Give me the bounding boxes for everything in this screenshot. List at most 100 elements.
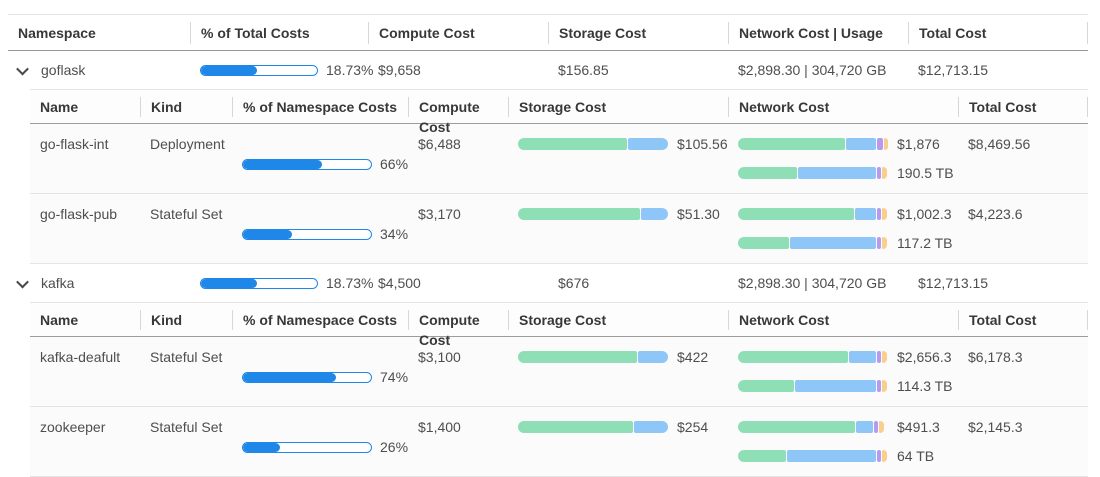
workload-kind: Stateful Set <box>150 206 223 222</box>
col-storage-cost: Storage Cost <box>548 21 728 44</box>
col-compute-cost: Compute Cost <box>408 309 508 348</box>
pct-total-bar <box>200 277 318 289</box>
col-name: Name <box>40 98 79 115</box>
storage-cost-value: $254 <box>677 419 709 435</box>
network-cost-bar <box>738 208 888 220</box>
workload-name: go-flask-int <box>40 136 109 152</box>
col-total-cost: Total Cost <box>908 21 1088 44</box>
pct-namespace-bar <box>242 441 372 453</box>
col-pct-namespace-costs: % of Namespace Costs <box>232 309 408 330</box>
storage-cost-value: $156.85 <box>558 62 609 78</box>
col-name: Name <box>40 311 79 328</box>
pct-namespace-cell: 74% <box>232 348 408 406</box>
workload-table-header: Name Kind % of Namespace Costs Compute C… <box>30 302 1088 348</box>
workload-row-go-flask-int: go-flask-int Deployment 66% $6,488 $105.… <box>30 124 1088 194</box>
network-cost-cell: $1,876 190.5 TB <box>728 135 958 193</box>
storage-cost-value: $105.56 <box>677 136 728 152</box>
network-cost-cell: $491.3 64 TB <box>728 418 958 476</box>
pct-namespace-cell: 34% <box>232 205 408 263</box>
storage-cost-cell: $422 <box>508 348 728 406</box>
namespace-name-cell: kafka <box>8 275 190 291</box>
workload-name: zookeeper <box>40 419 106 435</box>
namespace-row-kafka[interactable]: kafka 18.73% $4,500 $676 $2,898.30 | 304… <box>8 264 1088 302</box>
col-total-cost: Total Cost <box>958 309 1088 330</box>
storage-cost-bar <box>518 208 668 220</box>
namespace-name-cell: goflask <box>8 62 190 78</box>
compute-cost-value: $3,170 <box>418 206 461 222</box>
network-cost-bar <box>738 421 888 433</box>
namespace-name: goflask <box>41 62 86 78</box>
col-network-cost: Network Cost <box>728 309 958 330</box>
col-network-cost: Network Cost <box>728 96 958 117</box>
pct-namespace-bar <box>242 228 372 240</box>
storage-cost-bar <box>518 351 668 363</box>
workload-row-kafka-deafult: kafka-deafult Stateful Set 74% $3,100 $4… <box>30 337 1088 407</box>
pct-namespace-bar <box>242 158 372 170</box>
network-cost-usage-value: $2,898.30 | 304,720 GB <box>738 62 887 78</box>
storage-cost-value: $51.30 <box>677 206 720 222</box>
pct-total-cell: 18.73% <box>190 62 373 78</box>
workload-kind: Stateful Set <box>150 419 223 435</box>
workload-kind: Deployment <box>150 136 225 152</box>
cost-allocation-table: Namespace % of Total Costs Compute Cost … <box>8 14 1088 477</box>
col-compute-cost: Compute Cost <box>368 21 548 44</box>
storage-cost-bar <box>518 138 668 150</box>
pct-namespace-value: 26% <box>380 439 409 455</box>
col-pct-total-costs: % of Total Costs <box>190 21 368 44</box>
network-cost-bar <box>738 351 888 363</box>
pct-namespace-value: 74% <box>380 369 409 385</box>
chevron-down-icon[interactable] <box>16 275 29 288</box>
total-cost-value: $2,145.3 <box>968 419 1023 435</box>
col-pct-namespace-costs: % of Namespace Costs <box>232 96 408 117</box>
storage-cost-cell: $51.30 <box>508 205 728 263</box>
network-usage-value: 114.3 TB <box>897 378 953 394</box>
workload-name: kafka-deafult <box>40 349 121 365</box>
storage-cost-value: $422 <box>677 349 709 365</box>
pct-total-value: 18.73% <box>326 62 374 78</box>
col-storage-cost: Storage Cost <box>508 309 728 330</box>
col-compute-cost: Compute Cost <box>408 96 508 135</box>
network-usage-value: 64 TB <box>897 448 935 464</box>
network-cost-bar <box>738 138 888 150</box>
col-namespace: Namespace <box>18 24 96 41</box>
compute-cost-value: $3,100 <box>418 349 461 365</box>
pct-total-value: 18.73% <box>326 275 374 291</box>
col-storage-cost: Storage Cost <box>508 96 728 117</box>
pct-namespace-value: 34% <box>380 226 409 242</box>
col-network-cost-usage: Network Cost | Usage <box>728 21 908 44</box>
network-usage-bar <box>738 380 888 392</box>
col-kind: Kind <box>140 309 232 330</box>
compute-cost-value: $4,500 <box>378 275 421 291</box>
network-cost-value: $491.3 <box>897 419 940 435</box>
workload-table-header: Name Kind % of Namespace Costs Compute C… <box>30 89 1088 135</box>
pct-namespace-bar <box>242 371 372 383</box>
storage-cost-cell: $105.56 <box>508 135 728 193</box>
pct-namespace-cell: 66% <box>232 135 408 193</box>
compute-cost-value: $1,400 <box>418 419 461 435</box>
pct-namespace-cell: 26% <box>232 418 408 476</box>
total-cost-value: $6,178.3 <box>968 349 1023 365</box>
total-cost-value: $12,713.15 <box>918 275 989 291</box>
compute-cost-value: $9,658 <box>378 62 421 78</box>
pct-total-cell: 18.73% <box>190 275 373 291</box>
col-total-cost: Total Cost <box>958 96 1088 117</box>
network-cost-value: $2,656.3 <box>897 349 952 365</box>
network-usage-bar <box>738 450 888 462</box>
total-cost-value: $8,469.56 <box>968 136 1031 152</box>
network-cost-value: $1,002.3 <box>897 206 952 222</box>
pct-total-bar <box>200 64 318 76</box>
chevron-down-icon[interactable] <box>16 62 29 75</box>
network-usage-value: 117.2 TB <box>897 235 953 251</box>
pct-namespace-value: 66% <box>380 156 409 172</box>
storage-cost-cell: $254 <box>508 418 728 476</box>
namespace-table-header: Namespace % of Total Costs Compute Cost … <box>8 14 1088 51</box>
network-cost-value: $1,876 <box>897 136 940 152</box>
compute-cost-value: $6,488 <box>418 136 461 152</box>
namespace-row-goflask[interactable]: goflask 18.73% $9,658 $156.85 $2,898.30 … <box>8 51 1088 89</box>
network-usage-value: 190.5 TB <box>897 165 954 181</box>
network-cost-cell: $2,656.3 114.3 TB <box>728 348 958 406</box>
network-usage-bar <box>738 167 888 179</box>
storage-cost-bar <box>518 421 668 433</box>
workload-row-zookeeper: zookeeper Stateful Set 26% $1,400 $254 $… <box>30 407 1088 477</box>
network-cost-usage-value: $2,898.30 | 304,720 GB <box>738 275 887 291</box>
